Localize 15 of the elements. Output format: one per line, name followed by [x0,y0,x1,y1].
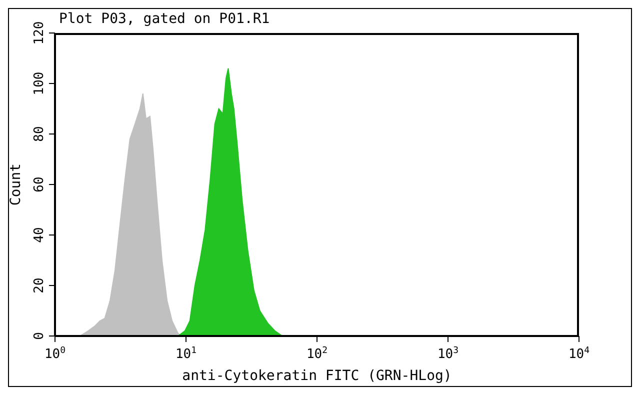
x-tick-label: 10$^{2}$ [306,346,328,362]
x-tick-label: 10$^{3}$ [437,346,459,362]
y-tick-label: 120 [32,21,46,45]
y-tick-label: 20 [32,278,46,294]
y-tick-label: 80 [32,126,46,142]
y-axis-title: Count [8,163,24,206]
y-tick-label: 60 [32,176,46,192]
x-tick-label: 10$^{4}$ [568,346,590,362]
chart-title: Plot P03, gated on P01.R1 [59,11,270,27]
x-axis-title: anti-Cytokeratin FITC (GRN-HLog) [182,368,452,384]
x-tick-label: 10$^{1}$ [175,346,197,362]
y-tick-label: 40 [32,227,46,243]
x-tick-label: 10$^{0}$ [44,346,66,362]
y-tick-label: 0 [32,332,46,340]
y-tick-label: 100 [32,72,46,96]
